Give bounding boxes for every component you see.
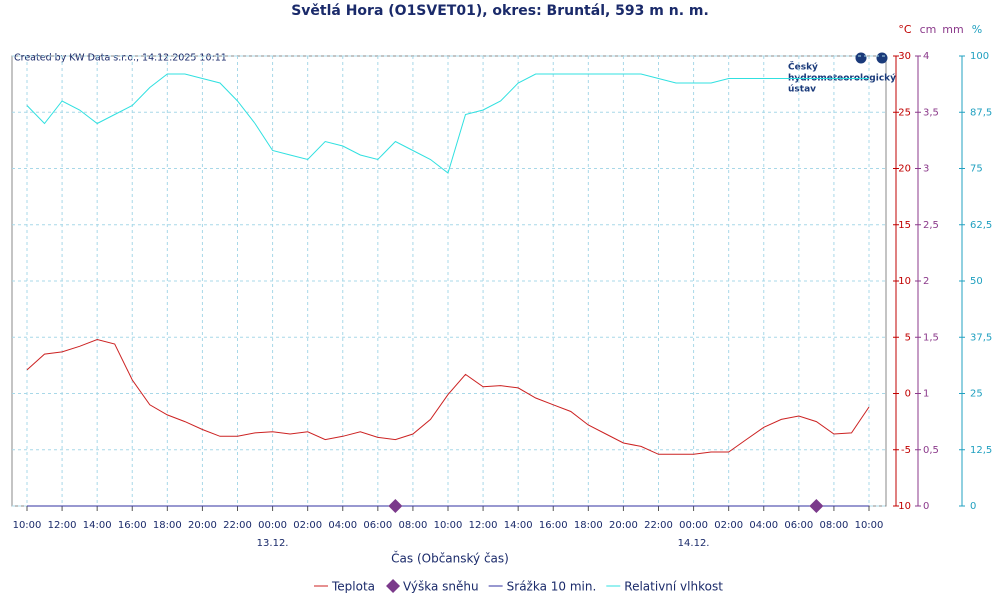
y-tick-label: 4 — [923, 51, 929, 62]
snow-marker — [809, 499, 824, 513]
legend-label: Teplota — [331, 580, 375, 594]
x-tick-label: 06:00 — [363, 520, 392, 531]
plot-frame — [11, 55, 887, 507]
y-tick-label: 50 — [970, 276, 983, 287]
x-tick-label: 06:00 — [784, 520, 813, 531]
y-tick-label: 15 — [898, 220, 911, 231]
legend-label: Relativní vlhkost — [624, 580, 723, 594]
x-tick-label: 10:00 — [434, 520, 463, 531]
y-tick-label: 1 — [923, 389, 929, 400]
y-tick-label: 2 — [923, 276, 929, 287]
y-tick-label: 87,5 — [970, 107, 992, 118]
credit: Created by KW Data s.r.o., 14.12.2025 10… — [14, 53, 227, 64]
unit-label: % — [972, 23, 982, 36]
x-tick-label: 22:00 — [644, 520, 673, 531]
x-tick-label: 00:00 — [258, 520, 287, 531]
logo-icon — [876, 52, 888, 64]
x-tick-label: 16:00 — [118, 520, 147, 531]
y-tick-label: 25 — [898, 107, 911, 118]
x-tick-label: 02:00 — [714, 520, 743, 531]
y-tick-label: 3 — [923, 164, 929, 175]
x-tick-label: 14:00 — [504, 520, 533, 531]
y-tick-label: 25 — [970, 389, 983, 400]
x-axis-label: Čas (Občanský čas) — [391, 551, 509, 566]
series-line — [26, 73, 869, 174]
y-tick-label: 1,5 — [923, 332, 939, 343]
y-tick-label: 75 — [970, 164, 983, 175]
date-label: 13.12. — [257, 538, 289, 549]
x-tick-label: 04:00 — [749, 520, 778, 531]
y-tick-label: -10 — [895, 501, 911, 512]
unit-label: °C — [898, 23, 912, 36]
x-tick-label: 02:00 — [293, 520, 322, 531]
y-tick-label: 30 — [898, 51, 911, 62]
y-tick-label: 62,5 — [970, 220, 992, 231]
x-tick-label: 00:00 — [679, 520, 708, 531]
x-tick-label: 08:00 — [399, 520, 428, 531]
x-tick-label: 12:00 — [48, 520, 77, 531]
y-tick-label: -5 — [901, 445, 911, 456]
x-tick-label: 18:00 — [574, 520, 603, 531]
x-tick-label: 08:00 — [820, 520, 849, 531]
y-tick-label: 2,5 — [923, 220, 939, 231]
y-tick-label: 37,5 — [970, 332, 992, 343]
unit-label: cm — [920, 23, 937, 36]
x-tick-label: 20:00 — [609, 520, 638, 531]
y-tick-label: 0 — [970, 501, 976, 512]
series-line — [26, 338, 870, 455]
legend-swatch — [386, 579, 401, 593]
x-tick-label: 12:00 — [469, 520, 498, 531]
y-tick-label: 5 — [905, 332, 911, 343]
unit-label: mm — [942, 23, 963, 36]
legend-label: Srážka 10 min. — [507, 580, 597, 594]
logo-text: ústav — [788, 85, 816, 95]
x-tick-label: 10:00 — [855, 520, 884, 531]
y-tick-label: 10 — [898, 276, 911, 287]
y-tick-label: 3,5 — [923, 107, 939, 118]
x-tick-label: 22:00 — [223, 520, 252, 531]
x-tick-label: 04:00 — [328, 520, 357, 531]
x-tick-label: 10:00 — [13, 520, 42, 531]
logo-icon — [855, 52, 867, 64]
y-tick-label: 100 — [970, 51, 989, 62]
x-tick-label: 20:00 — [188, 520, 217, 531]
chart-title: Světlá Hora (O1SVET01), okres: Bruntál, … — [291, 3, 709, 19]
x-tick-label: 14:00 — [83, 520, 112, 531]
y-tick-label: 0 — [923, 501, 929, 512]
y-tick-label: 20 — [898, 164, 911, 175]
y-tick-label: 0,5 — [923, 445, 939, 456]
x-tick-label: 16:00 — [539, 520, 568, 531]
date-label: 14.12. — [678, 538, 710, 549]
logo-text: Český — [788, 61, 818, 73]
x-tick-label: 18:00 — [153, 520, 182, 531]
legend-label: Výška sněhu — [403, 580, 479, 594]
y-tick-label: 12,5 — [970, 445, 992, 456]
y-tick-label: 0 — [905, 389, 911, 400]
snow-marker — [388, 499, 403, 513]
